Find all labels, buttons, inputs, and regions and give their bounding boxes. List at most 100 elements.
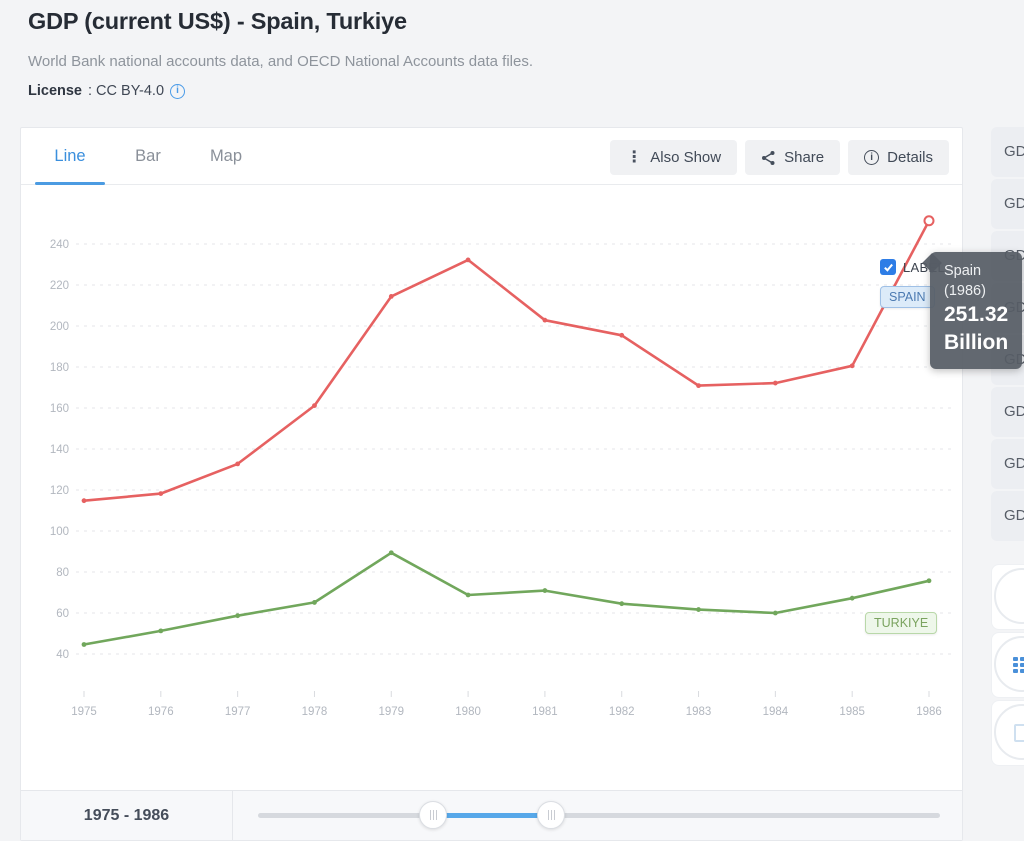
time-range-bar: 1975 - 1986 (21, 790, 962, 840)
slider-fill (433, 813, 551, 818)
y-axis-tick-label: 40 (56, 649, 69, 661)
range-label: 1975 - 1986 (21, 791, 233, 840)
also-show-label: Also Show (650, 149, 722, 166)
sidebar-item-gd[interactable]: GD (991, 127, 1024, 177)
spain-series-chip[interactable]: SPAIN (880, 286, 935, 308)
spain-data-point[interactable] (619, 332, 625, 338)
share-label: Share (784, 149, 825, 166)
x-axis-tick-label: 1984 (763, 706, 789, 718)
y-axis-tick-label: 80 (56, 567, 69, 579)
turkiye-series-chip[interactable]: TURKIYE (865, 612, 938, 634)
share-icon (762, 150, 775, 165)
y-axis-tick-label: 240 (50, 239, 69, 251)
kebab-icon: ⋮ (626, 148, 643, 166)
table-grid-icon (1013, 657, 1024, 673)
x-axis-tick-label: 1986 (916, 706, 942, 718)
x-axis-tick-label: 1985 (839, 706, 865, 718)
page-subtitle: World Bank national accounts data, and O… (28, 53, 534, 70)
y-axis-tick-label: 160 (50, 403, 69, 415)
x-axis-tick-label: 1978 (302, 706, 328, 718)
spain-hover-marker[interactable] (923, 215, 935, 227)
sidebar-item-gd[interactable]: GD (991, 439, 1024, 489)
turkiye-data-point[interactable] (926, 578, 932, 584)
turkiye-data-point[interactable] (542, 588, 548, 593)
tab-map[interactable]: Map (209, 146, 243, 165)
chart-type-tabbar: Line Bar Map ⋮ Also Show Share i Details (21, 128, 962, 185)
x-axis-tick-label: 1976 (148, 706, 174, 718)
tab-bar[interactable]: Bar (135, 146, 161, 165)
turkiye-data-point[interactable] (235, 613, 241, 619)
details-button[interactable]: i Details (848, 140, 949, 175)
y-axis-tick-label: 200 (50, 321, 69, 333)
turkiye-data-point[interactable] (696, 607, 701, 612)
icon-card-1[interactable] (991, 564, 1024, 630)
tooltip-year: (1986) (944, 282, 986, 299)
turkiye-data-point[interactable] (465, 592, 471, 598)
turkiye-data-point[interactable] (772, 610, 778, 616)
x-axis-tick-label: 1977 (225, 706, 251, 718)
chart-area: 40 60 80 100 120 140 160 180 200 220 240 1975 1976 19… (21, 185, 962, 790)
slider-handle-right[interactable] (537, 801, 565, 829)
spain-data-point[interactable] (81, 498, 87, 504)
y-axis-tick-label: 120 (50, 485, 69, 497)
share-button[interactable]: Share (745, 140, 841, 175)
spain-data-point[interactable] (772, 380, 778, 386)
slider-handle-left[interactable] (419, 801, 447, 829)
turkiye-data-point[interactable] (81, 642, 87, 647)
gdp-line-chart: 40 60 80 100 120 140 160 180 200 220 240 1975 1976 19… (50, 215, 956, 718)
x-axis-tick-label: 1980 (455, 706, 481, 718)
chart-toolbar: ⋮ Also Show Share i Details (610, 140, 949, 175)
y-axis-tick-label: 140 (50, 444, 69, 456)
turkiye-line (82, 551, 931, 646)
circle-icon (994, 568, 1024, 624)
hover-tooltip: Spain (1986) 251.32 Billion (930, 252, 1022, 369)
related-indicators-sidebar: GDGDGDGDGDGDGDGD (991, 127, 1024, 768)
check-icon (883, 263, 893, 272)
chart-card: Line Bar Map ⋮ Also Show Share i Details (20, 127, 963, 841)
details-label: Details (887, 149, 933, 166)
x-axis-tick-label: 1982 (609, 706, 635, 718)
sidebar-icon-cards (991, 564, 1024, 766)
label-checkbox[interactable] (880, 259, 896, 275)
turkiye-data-point[interactable] (849, 595, 855, 601)
icon-card-3[interactable] (991, 700, 1024, 766)
slider-track[interactable] (258, 813, 940, 818)
x-axis-tick-label: 1979 (378, 706, 404, 718)
sidebar-item-gd[interactable]: GD (991, 491, 1024, 541)
spain-data-point[interactable] (696, 383, 701, 389)
license-label: License (28, 83, 82, 99)
x-axis-tick-label: 1975 (71, 706, 97, 718)
spain-data-point[interactable] (158, 491, 164, 496)
tooltip-unit: Billion (944, 331, 1009, 355)
turkiye-data-point[interactable] (388, 550, 394, 556)
sidebar-item-gd[interactable]: GD (991, 387, 1024, 437)
y-axis-tick-label: 60 (56, 608, 69, 620)
spain-data-point[interactable] (465, 257, 471, 263)
document-icon (1014, 724, 1024, 742)
spain-data-point[interactable] (388, 293, 394, 299)
tab-line[interactable]: Line (31, 128, 109, 185)
spain-data-point[interactable] (542, 317, 548, 323)
x-axis-tick-label: 1981 (532, 706, 558, 718)
y-axis-tick-label: 180 (50, 362, 69, 374)
sidebar-item-gd[interactable]: GD (991, 179, 1024, 229)
spain-line (82, 219, 931, 503)
license-info-icon[interactable]: i (170, 83, 186, 99)
page-title: GDP (current US$) - Spain, Turkiye (28, 8, 407, 34)
details-info-icon: i (864, 150, 880, 165)
also-show-button[interactable]: ⋮ Also Show (610, 140, 738, 175)
y-axis-tick-label: 220 (50, 280, 69, 292)
license-line: License : CC BY-4.0 i (28, 83, 968, 99)
license-value: : CC BY-4.0 (88, 83, 165, 99)
turkiye-data-point[interactable] (619, 601, 625, 607)
icon-card-2[interactable] (991, 632, 1024, 698)
spain-data-point[interactable] (849, 363, 855, 369)
tooltip-country: Spain (944, 263, 982, 279)
spain-data-point[interactable] (312, 403, 317, 409)
x-axis-tick-label: 1983 (686, 706, 712, 718)
spain-data-point[interactable] (235, 461, 241, 467)
turkiye-data-point[interactable] (158, 628, 164, 634)
tooltip-value: 251.32 (944, 303, 1009, 327)
page-header: GDP (current US$) - Spain, Turkiye World… (28, 8, 968, 99)
turkiye-data-point[interactable] (312, 600, 317, 605)
